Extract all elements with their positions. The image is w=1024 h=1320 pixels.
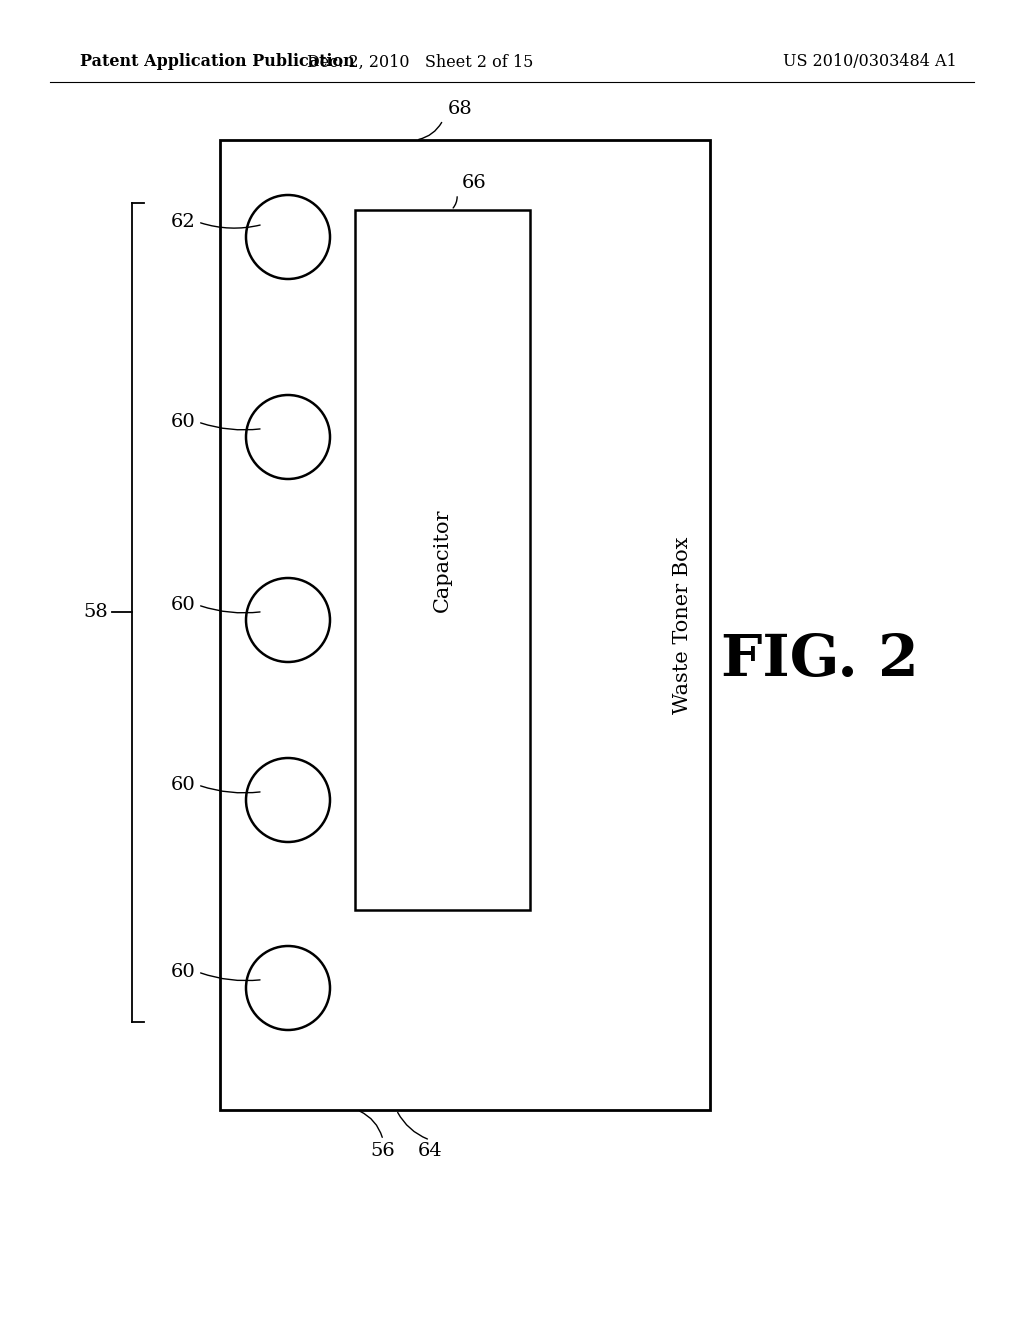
Text: 62: 62 — [171, 213, 196, 231]
Text: 60: 60 — [171, 964, 196, 981]
Text: 56: 56 — [371, 1142, 395, 1160]
Text: Capacitor: Capacitor — [433, 508, 452, 611]
Text: 58: 58 — [83, 603, 108, 620]
Bar — [220, 140, 710, 1110]
Text: 60: 60 — [171, 776, 196, 795]
Text: 64: 64 — [418, 1142, 442, 1160]
Text: Patent Application Publication: Patent Application Publication — [80, 54, 354, 70]
Text: 68: 68 — [449, 100, 473, 117]
Text: Waste Toner Box: Waste Toner Box — [673, 536, 691, 714]
Text: 60: 60 — [171, 597, 196, 614]
Text: FIG. 2: FIG. 2 — [721, 632, 919, 688]
Bar — [355, 210, 530, 909]
Text: US 2010/0303484 A1: US 2010/0303484 A1 — [783, 54, 956, 70]
Text: 60: 60 — [171, 413, 196, 432]
Text: Dec. 2, 2010   Sheet 2 of 15: Dec. 2, 2010 Sheet 2 of 15 — [307, 54, 534, 70]
Text: 66: 66 — [462, 174, 486, 191]
